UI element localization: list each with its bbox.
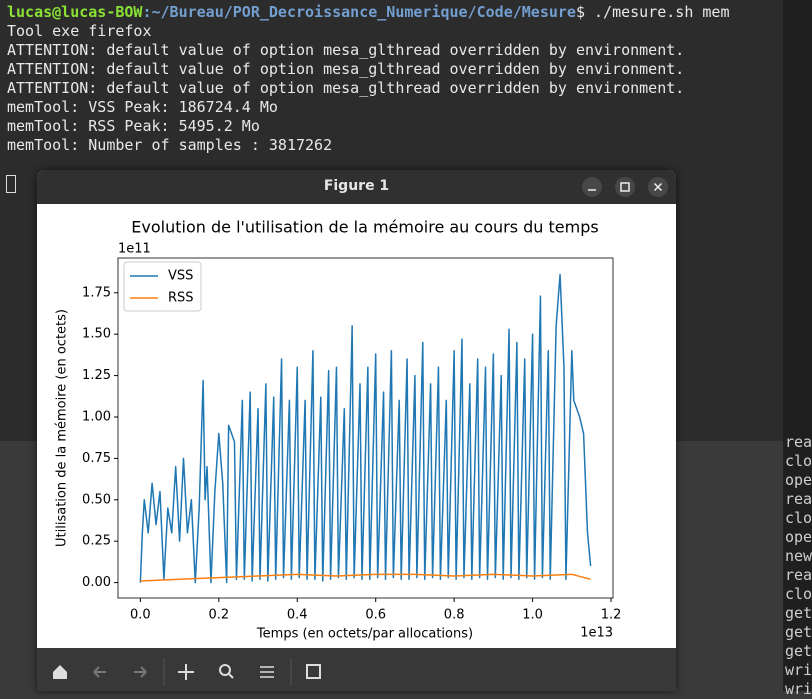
line — [139, 273, 592, 584]
x-tick-label: 1.0 — [522, 608, 543, 623]
y-tick-label: 0.50 — [82, 492, 111, 507]
y-tick-label: 1.75 — [82, 285, 111, 300]
side-terminal-line: get — [785, 623, 812, 641]
toolbar — [37, 648, 676, 691]
side-terminal-line: rea — [785, 433, 812, 451]
terminal-line: memTool: VSS Peak: 186724.4 Mo — [7, 98, 278, 116]
terminal-line: ATTENTION: default value of option mesa_… — [7, 79, 685, 97]
maximize-button[interactable] — [615, 177, 635, 197]
x-tick-label: 0.2 — [208, 608, 229, 623]
window-title: Figure 1 — [37, 170, 676, 204]
prompt-path: :~/Bureau/POR_Decroissance_Numerique/Cod… — [142, 3, 576, 21]
pan-button[interactable] — [178, 664, 194, 680]
prompt-command: $ ./mesure.sh mem — [575, 3, 730, 21]
side-terminal-line: wri — [785, 661, 812, 679]
side-terminal-line: rea — [785, 566, 812, 584]
terminal-line: Tool exe firefox — [7, 22, 152, 40]
y-tick-label: 0.00 — [82, 575, 111, 590]
x-tick-label: 0.0 — [130, 608, 151, 623]
legend-label: VSS — [168, 269, 193, 284]
terminal-line: ATTENTION: default value of option mesa_… — [7, 60, 685, 78]
side-terminal — [783, 0, 812, 691]
chart-title: Evolution de l'utilisation de la mémoire… — [131, 218, 598, 237]
y-tick-label: 0.75 — [82, 451, 111, 466]
x-tick-label: 0.4 — [287, 608, 308, 623]
close-button[interactable] — [648, 177, 668, 197]
cursor — [6, 175, 16, 193]
x-tick-label: 0.8 — [444, 608, 465, 623]
terminal-line: ATTENTION: default value of option mesa_… — [7, 41, 685, 59]
forward-button[interactable] — [134, 666, 147, 678]
side-terminal-line: get — [785, 642, 812, 660]
side-terminal-line: clo — [785, 509, 812, 527]
side-terminal-line: clo — [785, 585, 812, 603]
y-tick-label: 1.25 — [82, 368, 111, 383]
y-tick-label: 1.50 — [82, 327, 111, 342]
terminal-line: memTool: RSS Peak: 5495.2 Mo — [7, 117, 260, 135]
x-axis-label: Temps (en octets/par allocations) — [256, 627, 473, 642]
y-tick-label: 0.25 — [82, 534, 111, 549]
side-terminal-line: ope — [785, 471, 812, 489]
side-terminal-line: new — [785, 547, 812, 565]
toolbar-icons — [53, 658, 321, 686]
side-terminal-line: get — [785, 604, 812, 622]
side-terminal-line: ope — [785, 528, 812, 546]
save-button[interactable] — [306, 664, 321, 679]
y-tick-label: 1.00 — [82, 409, 111, 424]
chart: Evolution de l'utilisation de la mémoire… — [55, 218, 622, 642]
back-button[interactable] — [93, 666, 106, 678]
side-terminal-line: clo — [785, 452, 812, 470]
zoom-button[interactable] — [219, 664, 234, 679]
x-offset-label: 1e13 — [580, 626, 613, 641]
side-terminal-line: wri — [785, 680, 812, 698]
x-tick-label: 1.2 — [601, 608, 622, 623]
figure-window: Figure 1 Evolution de l'utilisation de l… — [37, 170, 676, 691]
x-tick-label: 0.6 — [365, 608, 386, 623]
side-terminal-line: rea — [785, 490, 812, 508]
terminal-output: lucas@lucas-BOW:~/Bureau/POR_Decroissanc… — [7, 3, 729, 155]
prompt-line: lucas@lucas-BOW:~/Bureau/POR_Decroissanc… — [7, 3, 729, 22]
side-terminal-output: rea clo ope rea clo ope new rea clo get get get wri w… — [785, 433, 812, 699]
prompt-user: lucas@lucas-BOW — [7, 3, 143, 21]
y-offset-label: 1e11 — [118, 242, 151, 257]
legend-label: RSS — [168, 291, 194, 306]
configure-button[interactable] — [260, 666, 274, 678]
minimize-button[interactable] — [582, 177, 602, 197]
y-axis-label: Utilisation de la mémoire (en octets) — [55, 309, 70, 547]
home-button[interactable] — [53, 665, 67, 679]
axes-frame — [117, 257, 614, 599]
terminal-line: memTool: Number of samples : 3817262 — [7, 136, 333, 154]
line — [140, 573, 591, 582]
